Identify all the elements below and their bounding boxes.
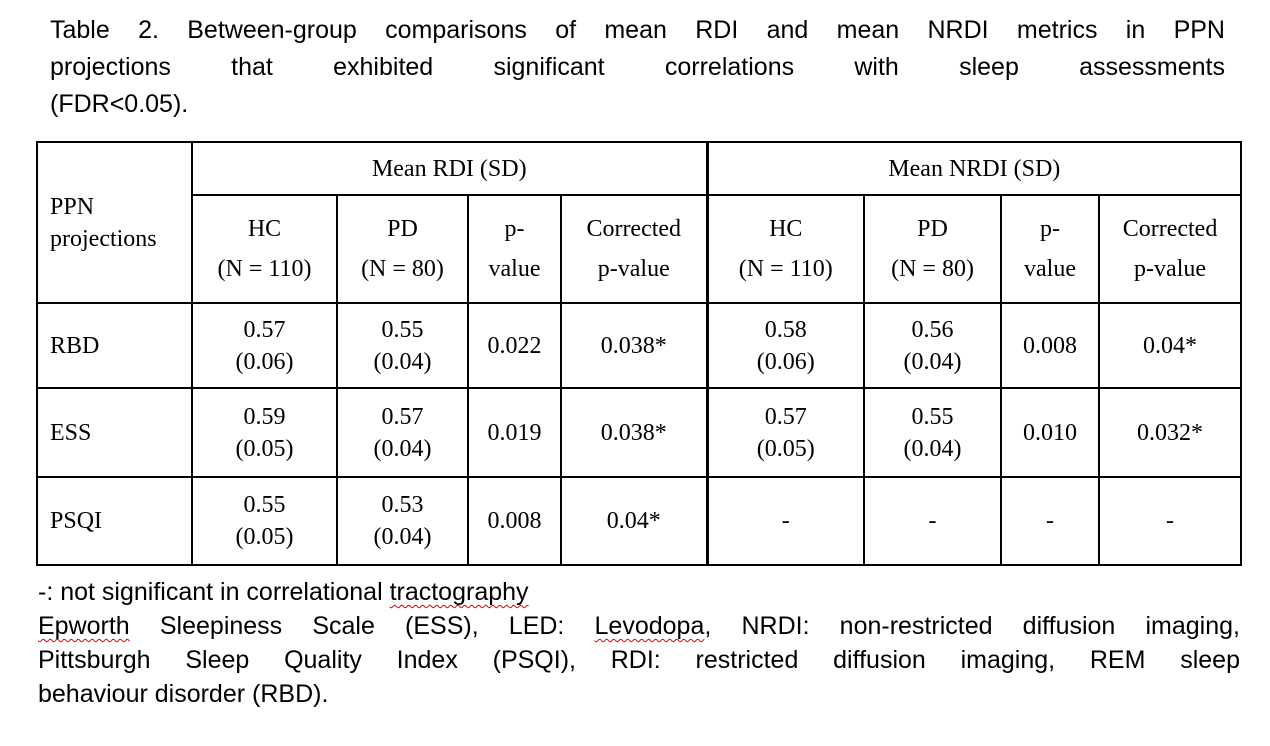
cell-ess-nrdi-pd: 0.55 (0.04)	[863, 387, 1003, 478]
cell-ess-rdi-corrected-pvalue: 0.038*	[559, 387, 709, 478]
subheader-rdi-pd: PD (N = 80)	[336, 194, 469, 304]
footnote-line-3: Pittsburgh Sleep Quality Index (PSQI), R…	[38, 646, 1240, 674]
cell-ess-rdi-pvalue: 0.019	[467, 387, 562, 478]
subheader-nrdi-pd: PD (N = 80)	[863, 194, 1003, 304]
caption-line-3: (FDR<0.05).	[50, 90, 189, 118]
cell-psqi-rdi-hc: 0.55 (0.05)	[191, 476, 338, 566]
table-row-ess: ESS 0.59 (0.05) 0.57 (0.04) 0.019 0.038*…	[36, 387, 1243, 478]
subheader-rdi-corrected-pvalue: Corrected p-value	[559, 194, 709, 304]
subheader-nrdi-corrected-pvalue: Corrected p-value	[1098, 194, 1243, 304]
footnote-abbrev-text-tail: , NRDI: non-restricted diffusion imaging…	[704, 612, 1240, 640]
table-row-rbd: RBD 0.57 (0.06) 0.55 (0.04) 0.022 0.038*…	[36, 302, 1243, 389]
cell-rbd-nrdi-pvalue: 0.008	[1000, 302, 1101, 389]
footnote-dash-note: -: not significant in correlational	[38, 578, 390, 606]
data-table: PPN projections Mean RDI (SD) Mean NRDI …	[36, 141, 1243, 566]
cell-rbd-rdi-pvalue: 0.022	[467, 302, 562, 389]
group-header-nrdi: Mean NRDI (SD)	[705, 141, 1243, 196]
group-header-rdi: Mean RDI (SD)	[190, 141, 709, 196]
cell-rbd-rdi-pd: 0.55 (0.04)	[336, 302, 469, 389]
footnote-line-2: Epworth Sleepiness Scale (ESS), LED: Lev…	[38, 609, 1240, 643]
row-label-ess: ESS	[36, 387, 193, 478]
cell-psqi-rdi-pd: 0.53 (0.04)	[336, 476, 469, 566]
caption-line-1: Table 2. Between-group comparisons of me…	[50, 16, 1225, 44]
corner-header-cell: PPN projections	[36, 141, 193, 304]
cell-rbd-nrdi-hc: 0.58 (0.06)	[705, 302, 866, 389]
table-caption: Table 2. Between-group comparisons of me…	[50, 12, 1225, 123]
cell-rbd-nrdi-pd: 0.56 (0.04)	[863, 302, 1003, 389]
table-container: PPN projections Mean RDI (SD) Mean NRDI …	[36, 141, 1243, 566]
subheader-nrdi-pvalue: p- value	[1000, 194, 1101, 304]
cell-psqi-rdi-corrected-pvalue: 0.04*	[559, 476, 709, 566]
cell-ess-rdi-hc: 0.59 (0.05)	[191, 387, 338, 478]
footnote-abbrev-text: Sleepiness Scale (ESS), LED:	[129, 612, 595, 640]
misspelled-word-epworth: Epworth	[38, 612, 130, 640]
caption-line-2: projections that exhibited significant c…	[50, 53, 1225, 81]
misspelled-word-tractography: tractography	[389, 578, 529, 606]
footnote-line-1: -: not significant in correlational trac…	[38, 575, 1240, 609]
misspelled-word-levodopa: Levodopa	[594, 612, 705, 640]
footnotes: -: not significant in correlational trac…	[38, 575, 1240, 711]
subheader-rdi-pvalue: p- value	[467, 194, 562, 304]
row-label-rbd: RBD	[36, 302, 193, 389]
subheader-rdi-hc: HC (N = 110)	[191, 194, 338, 304]
cell-ess-nrdi-hc: 0.57 (0.05)	[705, 387, 866, 478]
table-row-psqi: PSQI 0.55 (0.05) 0.53 (0.04) 0.008 0.04*…	[36, 476, 1243, 566]
cell-ess-rdi-pd: 0.57 (0.04)	[336, 387, 469, 478]
footnote-line-4: behaviour disorder (RBD).	[38, 680, 329, 708]
cell-ess-nrdi-pvalue: 0.010	[1000, 387, 1101, 478]
cell-psqi-rdi-pvalue: 0.008	[467, 476, 562, 566]
subheader-nrdi-hc: HC (N = 110)	[705, 194, 866, 304]
cell-rbd-rdi-hc: 0.57 (0.06)	[191, 302, 338, 389]
cell-ess-nrdi-corrected-pvalue: 0.032*	[1098, 387, 1243, 478]
row-label-psqi: PSQI	[36, 476, 193, 566]
cell-psqi-nrdi-corrected-pvalue: -	[1098, 476, 1243, 566]
cell-psqi-nrdi-pvalue: -	[1000, 476, 1101, 566]
cell-psqi-nrdi-pd: -	[863, 476, 1003, 566]
cell-rbd-rdi-corrected-pvalue: 0.038*	[559, 302, 709, 389]
cell-rbd-nrdi-corrected-pvalue: 0.04*	[1098, 302, 1243, 389]
cell-psqi-nrdi-hc: -	[705, 476, 866, 566]
